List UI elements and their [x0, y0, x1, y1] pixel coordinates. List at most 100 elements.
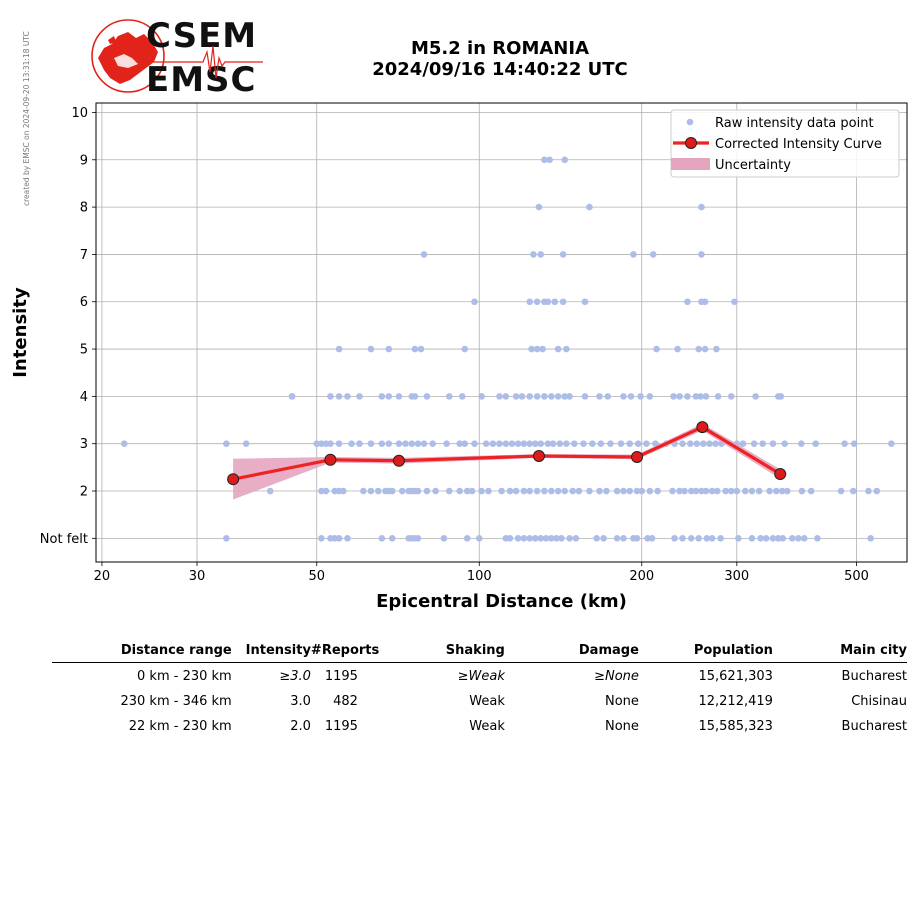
- raw-data-point: [514, 440, 522, 448]
- raw-data-point: [613, 487, 621, 495]
- raw-data-point: [537, 535, 545, 542]
- raw-data-point: [607, 440, 614, 448]
- cell-intensity: ≥3.0: [279, 668, 311, 684]
- raw-data-point: [548, 393, 555, 400]
- raw-data-point: [512, 393, 520, 400]
- raw-data-point: [613, 535, 621, 542]
- raw-data-point: [485, 487, 492, 495]
- raw-data-point: [669, 487, 676, 495]
- raw-data-point: [414, 440, 422, 448]
- raw-data-point: [849, 487, 857, 495]
- raw-data-point: [727, 393, 735, 400]
- raw-data-point: [544, 298, 552, 306]
- header-distance-range: Distance range: [120, 643, 232, 658]
- raw-data-point: [554, 487, 562, 495]
- raw-data-point: [788, 535, 796, 542]
- header-intensity: Intensity: [245, 643, 311, 658]
- raw-data-point: [461, 345, 469, 353]
- raw-data-point: [423, 393, 431, 400]
- raw-data-point: [626, 440, 634, 448]
- cell-intensity: 2.0: [290, 718, 311, 734]
- raw-data-point: [533, 298, 541, 306]
- raw-data-point: [526, 535, 533, 542]
- table-header-row: Distance range Intensity #Reports Shakin…: [52, 641, 907, 663]
- raw-data-point: [627, 393, 635, 400]
- x-tick-label: 50: [308, 569, 325, 584]
- raw-data-point: [778, 487, 786, 495]
- raw-data-point: [378, 393, 386, 400]
- raw-data-point: [549, 440, 557, 448]
- raw-data-point: [837, 487, 845, 495]
- raw-data-point: [542, 535, 550, 542]
- raw-data-point: [888, 440, 895, 448]
- raw-data-point: [526, 393, 533, 400]
- y-tick-label: Not felt: [40, 532, 88, 547]
- raw-data-point: [541, 156, 548, 164]
- raw-data-point: [335, 393, 343, 400]
- raw-data-point: [322, 487, 330, 495]
- raw-data-point: [766, 487, 773, 495]
- raw-data-point: [120, 440, 128, 448]
- raw-data-point: [544, 440, 552, 448]
- legend-curve-label: Corrected Intensity Curve: [715, 137, 882, 152]
- raw-data-point: [537, 251, 545, 258]
- raw-data-point: [414, 535, 422, 542]
- raw-data-point: [600, 535, 607, 542]
- raw-data-point: [408, 440, 416, 448]
- raw-data-point: [581, 393, 589, 400]
- raw-data-point: [873, 487, 881, 495]
- raw-data-point: [395, 393, 403, 400]
- x-axis-label: Epicentral Distance (km): [376, 591, 627, 612]
- cell-reports: 1195: [324, 718, 358, 734]
- raw-data-point: [388, 487, 396, 495]
- raw-data-point: [733, 487, 741, 495]
- raw-data-point: [670, 393, 677, 400]
- raw-data-point: [541, 393, 548, 400]
- raw-data-point: [735, 535, 742, 542]
- y-tick-label: 5: [80, 343, 88, 358]
- raw-data-point: [318, 440, 325, 448]
- plot-frame: [95, 102, 908, 563]
- raw-data-point: [411, 393, 419, 400]
- raw-data-point: [681, 487, 688, 495]
- raw-data-point: [539, 345, 546, 353]
- raw-data-point: [646, 393, 654, 400]
- raw-data-point: [489, 440, 497, 448]
- uncertainty-band: [233, 423, 781, 500]
- raw-data-point: [748, 487, 756, 495]
- raw-data-point: [644, 535, 651, 542]
- raw-data-point: [411, 345, 419, 353]
- raw-data-point: [559, 298, 567, 306]
- raw-data-point: [687, 535, 695, 542]
- raw-data-point: [528, 345, 535, 353]
- cell-distance-range: 0 km - 230 km: [137, 668, 232, 684]
- raw-data-point: [471, 298, 478, 306]
- globe-icon: [91, 19, 165, 93]
- raw-data-point: [526, 487, 533, 495]
- raw-data-point: [648, 535, 656, 542]
- raw-data-point: [807, 487, 815, 495]
- logo-emsc: EMSC: [146, 60, 257, 100]
- raw-data-point: [712, 440, 719, 448]
- raw-data-point: [374, 487, 382, 495]
- raw-data-point: [630, 251, 637, 258]
- raw-data-point: [698, 203, 705, 211]
- raw-data-point: [800, 535, 808, 542]
- raw-data-point: [385, 440, 393, 448]
- raw-data-point: [482, 440, 490, 448]
- raw-data-point: [634, 440, 642, 448]
- raw-data-point: [572, 535, 580, 542]
- raw-data-point: [580, 440, 587, 448]
- raw-data-point: [708, 487, 716, 495]
- raw-data-point: [537, 440, 545, 448]
- raw-data-point: [548, 535, 555, 542]
- raw-data-point: [506, 535, 514, 542]
- cell-reports: 1195: [324, 668, 358, 684]
- cell-population: 15,585,323: [698, 718, 773, 734]
- raw-data-point: [731, 298, 738, 306]
- raw-data-point: [795, 535, 802, 542]
- raw-data-point: [468, 487, 476, 495]
- cell-shaking: ≥Weak: [457, 668, 505, 684]
- raw-data-point: [684, 393, 691, 400]
- x-tick-label: 20: [94, 569, 111, 584]
